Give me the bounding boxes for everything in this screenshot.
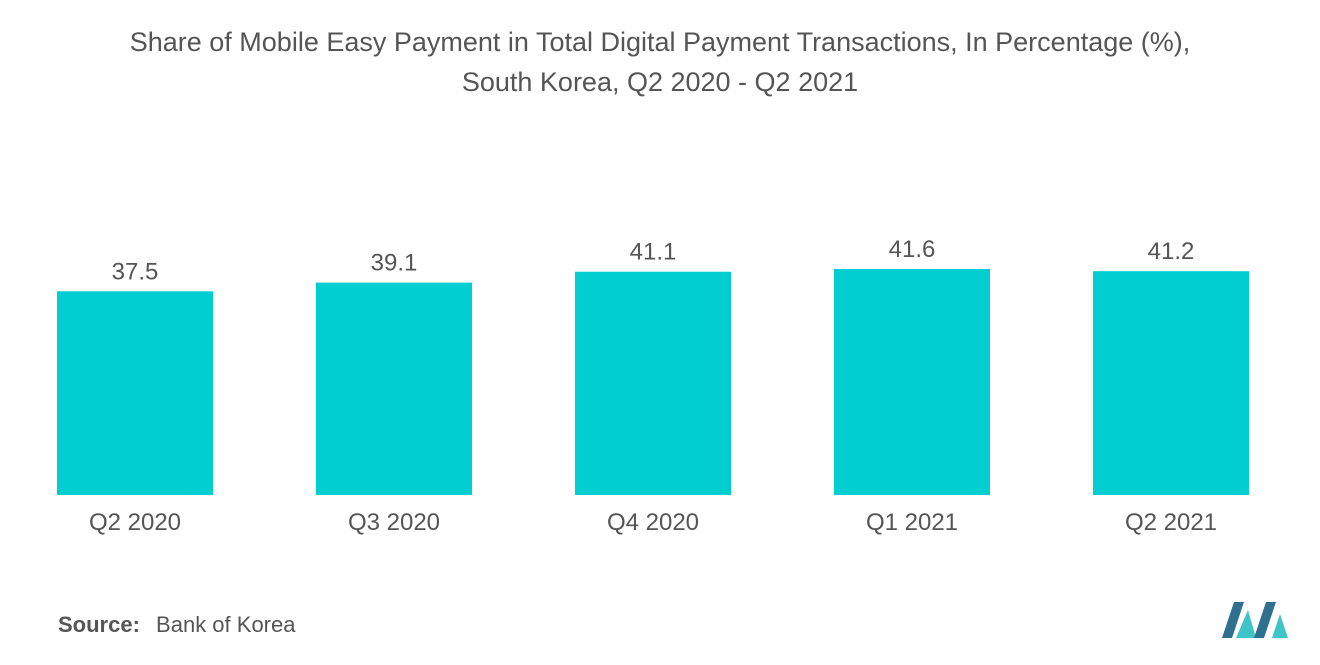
data-label-q2-2020: 37.5: [112, 258, 159, 285]
source-value: Bank of Korea: [156, 612, 296, 637]
data-labels-group: 37.5 39.1 41.1 41.6 41.2: [112, 236, 1195, 285]
logo-dark-shape-2: [1254, 602, 1276, 638]
x-axis-tick-labels: Q2 2020 Q3 2020 Q4 2020 Q1 2021 Q2 2021: [89, 509, 1217, 536]
data-label-q1-2021: 41.6: [889, 236, 936, 263]
bar-q2-2020: [57, 291, 213, 495]
bar-q4-2020: [575, 271, 731, 495]
x-tick-label-q2-2020: Q2 2020: [89, 509, 181, 536]
source-label: Source:: [58, 612, 140, 637]
chart-title-line-1: Share of Mobile Easy Payment in Total Di…: [129, 27, 1191, 57]
data-label-q3-2020: 39.1: [371, 250, 418, 277]
bar-q1-2021: [834, 269, 990, 495]
logo-light-shape: [1236, 610, 1256, 638]
x-tick-label-q3-2020: Q3 2020: [348, 509, 440, 536]
x-tick-label-q2-2021: Q2 2021: [1125, 509, 1217, 536]
logo-light-shape-2: [1272, 614, 1288, 638]
data-label-q4-2020: 41.1: [630, 239, 677, 266]
bar-q3-2020: [316, 282, 472, 495]
chart-title-line-2: South Korea, Q2 2020 - Q2 2021: [461, 67, 859, 97]
logo-dark-shape: [1222, 602, 1244, 638]
bar-q2-2021: [1093, 271, 1249, 495]
chart-title: Share of Mobile Easy Payment in Total Di…: [40, 22, 1280, 102]
x-tick-label-q4-2020: Q4 2020: [607, 509, 699, 536]
bars-group: [57, 269, 1249, 495]
source-note: Source: Bank of Korea: [58, 612, 295, 638]
x-tick-label-q1-2021: Q1 2021: [866, 509, 958, 536]
data-label-q2-2021: 41.2: [1148, 238, 1195, 265]
company-logo: [1222, 602, 1288, 638]
